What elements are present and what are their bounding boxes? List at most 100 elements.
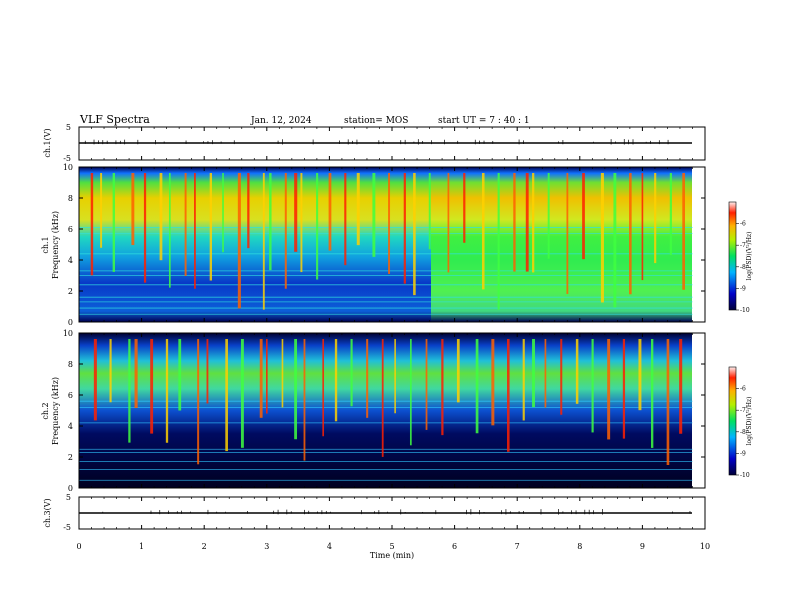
burst-streak [513, 173, 516, 272]
burst-streak [654, 173, 657, 264]
burst-streak [441, 339, 444, 436]
burst-streak [447, 173, 450, 273]
burst-streak [463, 173, 466, 243]
burst-streak [134, 339, 138, 409]
ch1-frequency-ylabel: Frequency (kHz) [51, 211, 60, 279]
ch1-spectrogram-ylabel: ch.1 [41, 236, 50, 253]
date-label: Jan. 12, 2024 [250, 116, 312, 126]
burst-streak [372, 173, 376, 257]
burst-streak [547, 173, 550, 259]
burst-streak [491, 339, 495, 426]
ch1-spectrogram-panel: 0 2 4 6 8 10 ch.1 Frequency (kHz) [41, 163, 706, 327]
colorbar-tick-label: -7 [740, 242, 746, 249]
burst-streak [178, 339, 182, 411]
figure-title: VLF Spectra [79, 113, 150, 126]
y-tick-label: 6 [68, 225, 73, 234]
burst-streak [194, 173, 196, 289]
burst-streak [456, 339, 460, 403]
burst-streak [381, 339, 384, 457]
burst-streak [475, 339, 479, 434]
x-tick-label: 5 [389, 542, 394, 551]
ch1-voltage-ylabel: ch.1(V) [43, 128, 52, 157]
y-tick-label: 0 [68, 484, 73, 493]
burst-streak [269, 173, 272, 271]
burst-streak [247, 173, 250, 249]
ch1-voltage-tick-bottom: -5 [63, 154, 71, 163]
burst-streak [300, 173, 303, 273]
ch3-voltage-tick-top: 5 [66, 493, 71, 502]
ch3-voltage-panel: 5 -5 ch.3(V) [43, 493, 706, 532]
x-tick-label: 3 [264, 542, 269, 551]
burst-streak [497, 173, 500, 310]
burst-streak [481, 173, 485, 290]
burst-streak [591, 339, 594, 433]
colorbar-tick-label: -10 [740, 472, 750, 479]
burst-streak [225, 339, 228, 452]
ch2-colorbar-gradient [728, 366, 737, 476]
x-tick-label: 0 [76, 542, 81, 551]
colorbar-tick-label: -9 [740, 285, 746, 292]
burst-streak [294, 339, 298, 440]
burst-streak [394, 339, 396, 414]
burst-streak [582, 173, 585, 260]
burst-streak [165, 339, 169, 443]
burst-streak [334, 339, 338, 422]
ch3-voltage-tick-bottom: -5 [63, 523, 71, 532]
burst-streak [322, 339, 325, 437]
colorbar-tick-label: -6 [740, 386, 746, 393]
x-tick-label: 10 [700, 542, 710, 551]
burst-streak [109, 339, 112, 403]
burst-streak [209, 173, 212, 281]
burst-streak [650, 339, 654, 448]
burst-streak [428, 173, 431, 250]
burst-streak [131, 173, 135, 246]
burst-streak [607, 339, 611, 440]
burst-streak [316, 173, 319, 280]
burst-streak [240, 339, 244, 448]
ch2-spectrogram-ylabel: ch.2 [41, 402, 50, 419]
burst-streak [197, 339, 200, 465]
burst-streak [266, 339, 268, 414]
burst-streak [350, 339, 353, 407]
burst-streak [532, 173, 535, 273]
burst-streak [259, 339, 263, 418]
ch1-spectrogram-late [431, 167, 692, 322]
burst-streak [525, 173, 529, 272]
burst-streak [575, 339, 579, 404]
burst-streak [522, 339, 525, 421]
y-tick-label: 6 [68, 391, 73, 400]
burst-streak [600, 173, 604, 303]
burst-streak [184, 173, 187, 276]
y-tick-label: 4 [68, 422, 73, 431]
burst-streak [679, 339, 683, 434]
y-tick-label: 0 [68, 318, 73, 327]
burst-streak [413, 173, 416, 296]
x-tick-label: 1 [139, 542, 144, 551]
burst-streak [281, 339, 284, 408]
x-tick-label: 8 [577, 542, 582, 551]
x-axis-label: Time (min) [370, 551, 414, 560]
burst-streak [403, 173, 406, 284]
burst-streak [262, 173, 265, 310]
burst-streak [237, 173, 241, 309]
burst-streak [532, 339, 535, 408]
burst-streak [112, 173, 115, 272]
ch2-colorbar: -6 -7 -8 -9 -10 log(PSD)(V²/Hz) [728, 366, 753, 479]
y-tick-label: 10 [63, 329, 73, 338]
burst-streak [128, 339, 131, 443]
burst-streak [566, 173, 569, 294]
burst-streak [613, 173, 617, 308]
burst-streak [303, 339, 306, 461]
colorbar-tick-label: -8 [740, 429, 746, 436]
x-tick-label: 6 [452, 542, 457, 551]
burst-streak [544, 339, 547, 408]
burst-streak [143, 173, 147, 283]
ch1-colorbar: -6 -7 -8 -9 -10 log(PSD)(V²/Hz) [728, 201, 753, 314]
y-tick-label: 2 [68, 287, 73, 296]
ch2-colorbar-label: log(PSD)(V²/Hz) [746, 397, 753, 446]
burst-streak [222, 173, 224, 253]
burst-streak [284, 173, 287, 289]
colorbar-tick-label: -10 [740, 307, 750, 314]
ch2-spectrogram-field [79, 333, 692, 488]
colorbar-tick-label: -9 [740, 450, 746, 457]
